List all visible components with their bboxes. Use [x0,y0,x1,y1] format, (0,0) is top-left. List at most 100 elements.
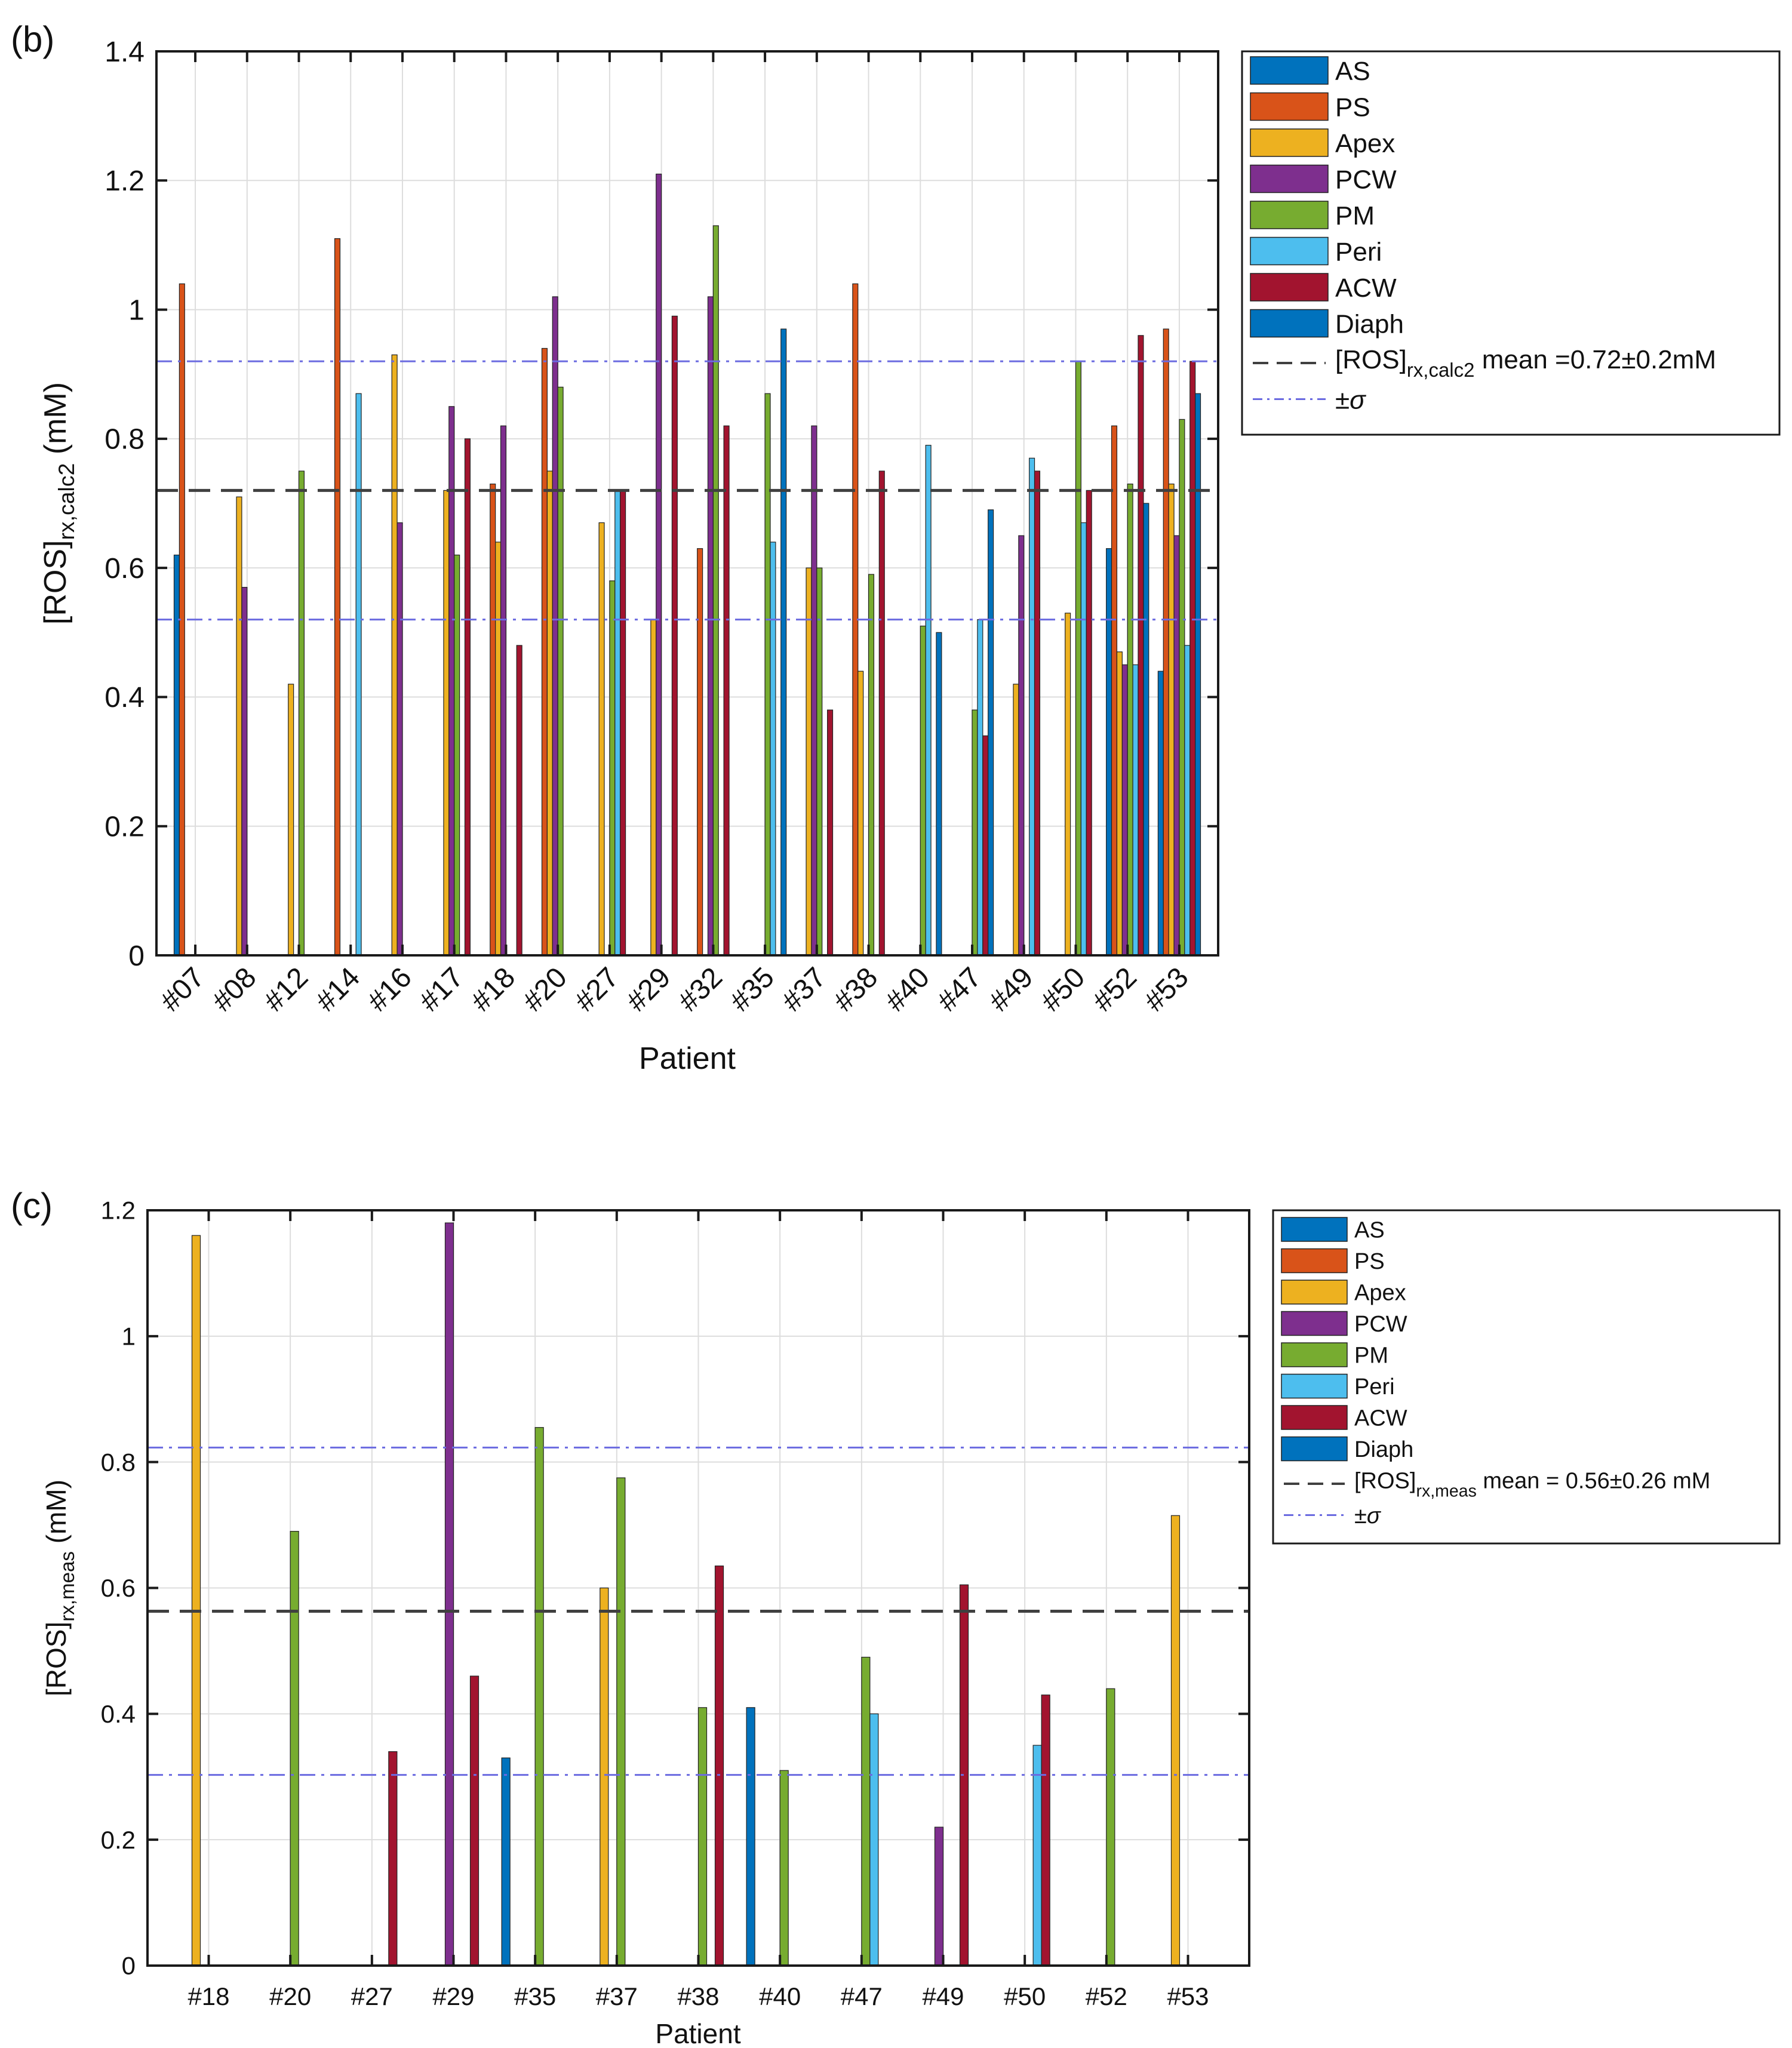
bar-b-apex-12 [288,684,294,956]
bar-b-ps-18 [490,483,496,956]
bar-b-apex-50 [1065,613,1071,956]
bar-c-acw-38 [714,1566,724,1966]
x-tick-label-c-1: #20 [269,1982,311,2010]
bar-b-apex-29 [650,619,657,956]
bar-b-acw-47 [982,735,989,956]
bar-c-peri-50 [1032,1745,1042,1966]
x-tick-label-c-2: #27 [351,1982,393,2010]
bar-b-acw-27 [620,490,626,956]
legend-swatch-c-pcw [1281,1311,1348,1336]
y-tick-label-b-3: 0.6 [104,553,145,585]
x-tick-label-c-11: #52 [1086,1982,1127,2010]
bar-b-acw-53 [1189,361,1196,956]
y-tick-label-b-4: 0.8 [104,424,145,456]
legend-swatch-c-peri [1281,1373,1348,1399]
bar-c-as-35 [501,1757,511,1966]
bar-b-pcw-53 [1173,535,1180,956]
plot-frame-b [155,50,1219,957]
y-axis-label-sub-b: rx,calc2 [54,463,79,540]
bar-b-acw-17 [464,438,471,956]
legend-label-c-diaph: Diaph [1354,1437,1413,1462]
y-tick-label-c-4: 0.8 [101,1448,136,1476]
y-axis-label-main-b: [ROS] [38,540,73,625]
legend-label-c-pm: PM [1354,1343,1388,1369]
bar-b-peri-27 [614,490,621,956]
bar-b-apex-53 [1168,483,1175,956]
bar-c-acw-27 [388,1751,398,1966]
bar-c-pm-20 [290,1531,299,1966]
x-tick-label-c-9: #49 [922,1982,964,2010]
legend-label-c-peri: Peri [1354,1374,1395,1400]
y-tick-label-b-7: 1.4 [104,36,145,68]
bar-b-apex-17 [443,490,450,956]
legend-swatch-b-ps [1250,92,1329,121]
legend-label-b-pm: PM [1335,201,1375,230]
bar-b-pcw-20 [552,296,558,956]
x-axis-label-c: Patient [655,2018,740,2048]
x-tick-label-c-4: #35 [514,1982,556,2010]
y-tick-label-c-3: 0.6 [101,1574,136,1602]
legend-c: AS PS Apex PCW PM Peri ACW Diaph [ROS]rx,meas me… [1272,1209,1781,1545]
y-tick-label-b-2: 0.4 [104,682,145,714]
bar-b-peri-47 [977,619,983,956]
bar-b-pcw-52 [1121,664,1128,956]
x-axis-label-b: Patient [639,1041,736,1076]
bar-b-pm-27 [609,580,616,956]
bar-c-acw-29 [469,1675,479,1966]
bar-b-pm-53 [1179,419,1185,956]
bar-c-pm-37 [616,1477,626,1966]
bar-b-pm-40 [920,625,926,956]
bar-b-pm-50 [1075,361,1081,956]
bar-b-peri-14 [355,393,362,956]
bar-b-apex-27 [598,522,605,956]
bar-c-as-40 [746,1707,755,1966]
bar-b-acw-32 [723,425,730,956]
bar-b-acw-37 [827,709,834,956]
bar-b-diaph-53 [1195,393,1201,956]
y-tick-label-b-5: 1 [128,294,145,326]
legend-label-sigma-b: ±σ [1335,385,1366,414]
bar-c-pcw-49 [934,1826,944,1966]
legend-label-mean-c: [ROS]rx,meas mean = 0.56±0.26 mM [1354,1469,1710,1501]
legend-label-b-diaph: Diaph [1335,309,1404,339]
bar-c-acw-50 [1041,1695,1050,1966]
bar-b-peri-35 [770,542,776,956]
bar-b-apex-37 [806,567,812,956]
legend-label-c-apex: Apex [1354,1281,1406,1306]
y-axis-label-unit-b: (mM) [38,382,73,463]
bar-b-pm-12 [298,471,305,956]
legend-swatch-b-pm [1250,201,1329,229]
bar-b-pm-38 [868,574,875,956]
bar-c-pm-35 [534,1427,544,1966]
bar-b-pcw-17 [448,406,455,956]
legend-swatch-b-diaph [1250,309,1329,338]
bar-b-acw-52 [1138,335,1144,956]
bar-b-peri-40 [925,445,932,956]
bar-b-peri-50 [1080,522,1087,956]
bar-b-apex-52 [1116,651,1123,956]
x-tick-label-c-10: #50 [1004,1982,1046,2010]
bar-b-apex-49 [1013,684,1019,956]
x-tick-label-c-3: #29 [432,1982,474,2010]
bar-c-pm-40 [779,1770,789,1966]
bar-b-pm-32 [712,225,719,956]
legend-b: AS PS Apex PCW PM Peri ACW Diaph [ROS]rx,calc2 m… [1241,50,1781,436]
bar-b-peri-52 [1132,664,1139,956]
x-tick-label-c-8: #47 [841,1982,883,2010]
bar-c-pm-38 [697,1707,708,1966]
y-axis-label-unit-c: (mM) [41,1480,72,1551]
chart-panel-c: 0 0.2 0.4 0.6 0.8 1 1.2 #18 #20 #27 #29 #35 #37 #38 #4… [11,1186,1781,2048]
bar-b-apex-08 [236,496,242,956]
legend-box-c [1272,1209,1781,1545]
legend-box-b [1241,50,1781,436]
bar-c-apex-53 [1170,1515,1181,1966]
legend-label-c-acw: ACW [1354,1406,1407,1431]
legend-label-b-ps: PS [1335,93,1370,122]
legend-swatch-c-ps [1281,1248,1348,1274]
legend-label-b-acw: ACW [1335,273,1397,303]
bar-b-apex-16 [391,354,398,956]
bar-b-pcw-32 [707,296,714,956]
y-tick-label-b-0: 0 [128,940,145,972]
legend-swatch-b-apex [1250,128,1329,157]
